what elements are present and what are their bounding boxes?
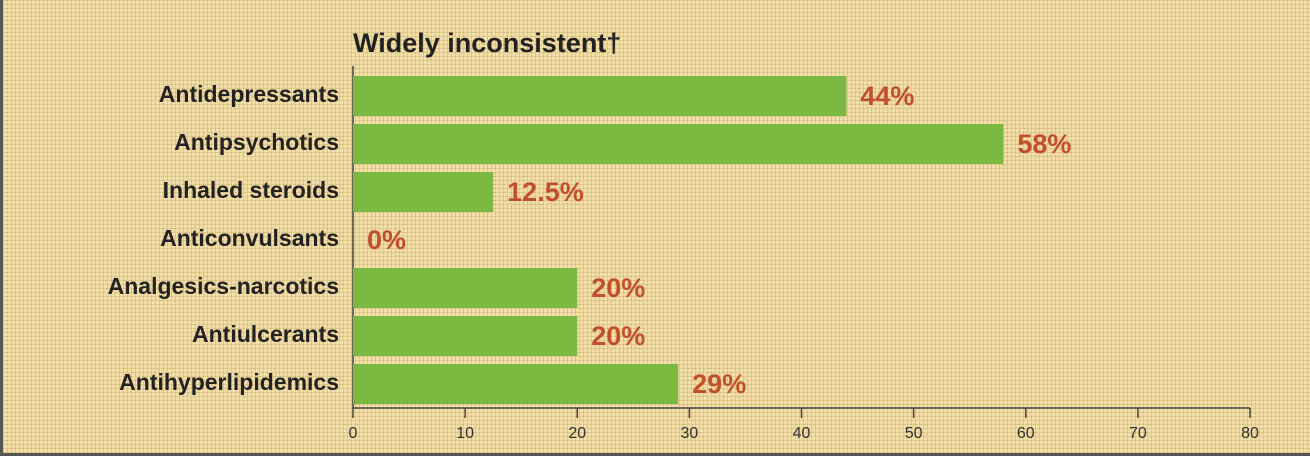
x-tick-label: 0 xyxy=(349,425,358,442)
bar xyxy=(353,268,578,308)
y-tick-label: Analgesics-narcotics xyxy=(108,273,339,299)
bar xyxy=(353,76,847,116)
y-tick-label: Antidepressants xyxy=(159,81,339,107)
bar xyxy=(353,364,679,404)
bar xyxy=(353,172,494,212)
x-tick-label: 30 xyxy=(680,425,698,442)
value-label: 29% xyxy=(692,369,746,399)
chart: Widely inconsistent† 0 10 20 30 40 50 60 70 80 An… xyxy=(108,28,1259,442)
bar xyxy=(353,124,1004,164)
y-tick-label: Antipsychotics xyxy=(174,129,339,155)
value-label: 20% xyxy=(591,273,645,303)
y-tick-label: Anticonvulsants xyxy=(160,225,339,251)
x-tick-label: 70 xyxy=(1129,425,1147,442)
x-tick-label: 20 xyxy=(568,425,586,442)
y-tick-label: Inhaled steroids xyxy=(163,177,339,203)
y-tick-label: Antiulcerants xyxy=(192,321,339,347)
bar xyxy=(353,316,578,356)
x-tick-label: 80 xyxy=(1241,425,1259,442)
value-label: 20% xyxy=(591,321,645,351)
x-tick-label: 60 xyxy=(1017,425,1035,442)
x-tick-label: 10 xyxy=(456,425,474,442)
x-tick-label: 50 xyxy=(905,425,923,442)
value-label: 0% xyxy=(367,225,406,255)
y-tick-label: Antihyperlipidemics xyxy=(119,369,339,395)
chart-title: Widely inconsistent† xyxy=(353,28,621,58)
x-tick-label: 40 xyxy=(793,425,811,442)
value-label: 58% xyxy=(1017,129,1071,159)
value-label: 12.5% xyxy=(507,177,584,207)
value-label: 44% xyxy=(860,81,914,111)
